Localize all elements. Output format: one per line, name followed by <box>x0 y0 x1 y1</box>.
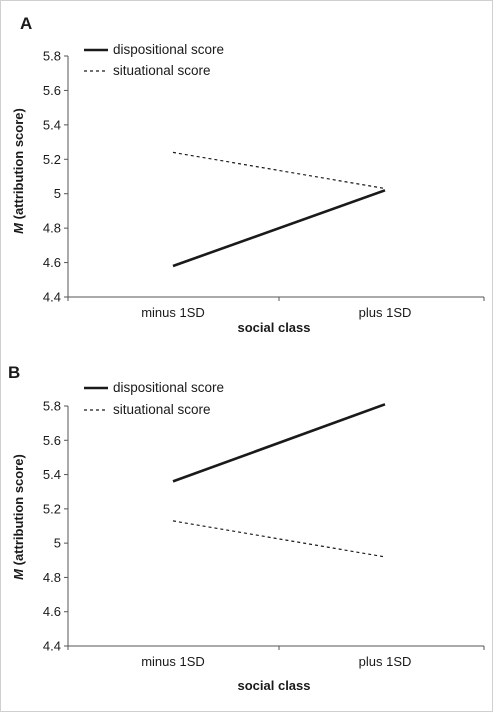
panel-a-y-axis-title-italic: M <box>11 222 26 234</box>
panel-a-y-axis-title: M (attribution score) <box>11 108 26 234</box>
panel-b-y-tick-label: 5.4 <box>43 467 61 482</box>
panel-a-y-tick-label: 5.8 <box>43 49 61 64</box>
panel-b-series-line-situational <box>172 520 386 558</box>
panel-a-y-tick-label: 5.4 <box>43 117 61 132</box>
panel-a-legend-label-situational: situational score <box>113 63 211 78</box>
panel-a-x-axis-title: social class <box>238 320 311 335</box>
panel-a-y-tick-label: 5.2 <box>43 152 61 167</box>
panel-a-y-tick-label: 4.6 <box>43 255 61 270</box>
panel-b-y-tick-label: 5 <box>54 536 61 551</box>
panel-a: A social class M (attribution score) dis… <box>11 14 485 335</box>
panel-b-legend-label-situational: situational score <box>113 402 211 417</box>
panel-b-x-tick-label: plus 1SD <box>359 654 412 669</box>
panel-b-x-axis-title: social class <box>238 678 311 693</box>
panel-b-y-tick-label: 5.2 <box>43 501 61 516</box>
panel-b-label: B <box>8 363 20 382</box>
panel-a-series-line-situational <box>172 151 386 190</box>
panel-a-y-tick-label: 4.4 <box>43 290 61 305</box>
panel-a-y-tick-label: 5 <box>54 186 61 201</box>
panel-a-y-tick-label: 5.6 <box>43 83 61 98</box>
panel-a-x-tick-label: plus 1SD <box>359 305 412 320</box>
panel-b-y-tick-label: 4.8 <box>43 570 61 585</box>
panel-a-label: A <box>20 14 32 33</box>
panel-b-y-tick-label: 4.4 <box>43 639 61 654</box>
panel-a-x-tick-label: minus 1SD <box>141 305 205 320</box>
panel-b-y-axis-title-italic: M <box>11 568 26 580</box>
panel-b-series-line-dispositional <box>172 403 386 483</box>
panel-b: B social class M (attribution score) dis… <box>8 363 485 693</box>
panel-b-x-tick-label: minus 1SD <box>141 654 205 669</box>
panel-b-y-axis-title-rest: (attribution score) <box>11 454 26 569</box>
panel-b-y-axis-title: M (attribution score) <box>11 454 26 580</box>
panel-a-legend-label-dispositional: dispositional score <box>113 42 224 57</box>
panel-a-series-line-dispositional <box>172 189 386 268</box>
panel-b-legend-label-dispositional: dispositional score <box>113 380 224 395</box>
panel-a-y-axis-title-rest: (attribution score) <box>11 108 26 223</box>
panel-b-y-tick-label: 5.6 <box>43 433 61 448</box>
panel-b-y-tick-label: 5.8 <box>43 399 61 414</box>
panel-b-y-tick-label: 4.6 <box>43 604 61 619</box>
panel-a-y-tick-label: 4.8 <box>43 221 61 236</box>
